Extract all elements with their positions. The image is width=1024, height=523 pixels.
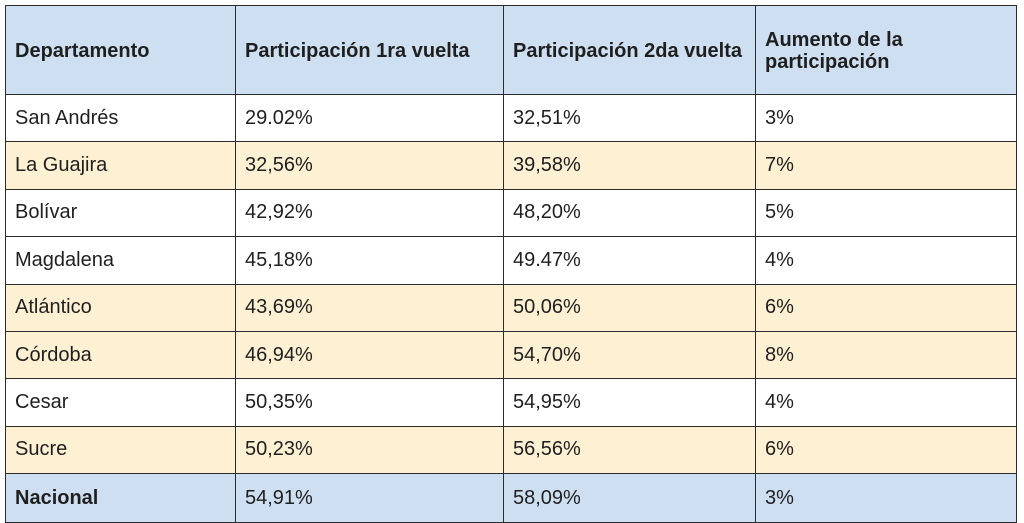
cell-participacion-1ra: 42,92% [235, 188, 504, 238]
cell-participacion-1ra: 50,35% [235, 378, 504, 427]
header-participacion-2da: Participación 2da vuelta [503, 5, 756, 95]
cell-departamento: Nacional [5, 473, 236, 523]
cell-aumento: 6% [755, 283, 1017, 332]
table-row: Córdoba 46,94% 54,70% 8% [5, 330, 1017, 380]
cell-departamento: La Guajira [5, 141, 236, 190]
cell-aumento: 8% [755, 330, 1017, 380]
cell-participacion-2da: 39,58% [503, 141, 756, 190]
cell-participacion-1ra: 45,18% [235, 236, 504, 285]
cell-departamento: Bolívar [5, 188, 236, 238]
cell-participacion-1ra: 43,69% [235, 283, 504, 332]
cell-departamento: Córdoba [5, 330, 236, 380]
cell-aumento: 3% [755, 473, 1017, 523]
cell-participacion-1ra: 50,23% [235, 425, 504, 475]
cell-aumento: 7% [755, 141, 1017, 190]
cell-participacion-2da: 48,20% [503, 188, 756, 238]
table-row: Magdalena 45,18% 49.47% 4% [5, 236, 1017, 285]
cell-departamento: Cesar [5, 378, 236, 427]
table-row: Sucre 50,23% 56,56% 6% [5, 425, 1017, 475]
cell-participacion-1ra: 29.02% [235, 93, 504, 143]
cell-participacion-2da: 58,09% [503, 473, 756, 523]
participation-table-container: Departamento Participación 1ra vuelta Pa… [5, 5, 1017, 523]
cell-aumento: 6% [755, 425, 1017, 475]
table-row: Atlántico 43,69% 50,06% 6% [5, 283, 1017, 332]
table-header-row: Departamento Participación 1ra vuelta Pa… [5, 5, 1017, 95]
table-row: San Andrés 29.02% 32,51% 3% [5, 93, 1017, 143]
table-row: Cesar 50,35% 54,95% 4% [5, 378, 1017, 427]
table-row: Bolívar 42,92% 48,20% 5% [5, 188, 1017, 238]
cell-participacion-1ra: 46,94% [235, 330, 504, 380]
cell-participacion-2da: 32,51% [503, 93, 756, 143]
cell-aumento: 5% [755, 188, 1017, 238]
header-participacion-1ra: Participación 1ra vuelta [235, 5, 504, 95]
cell-participacion-2da: 54,95% [503, 378, 756, 427]
cell-departamento: Atlántico [5, 283, 236, 332]
cell-participacion-1ra: 32,56% [235, 141, 504, 190]
cell-participacion-2da: 50,06% [503, 283, 756, 332]
header-departamento: Departamento [5, 5, 236, 95]
participation-table: Departamento Participación 1ra vuelta Pa… [5, 5, 1017, 523]
cell-participacion-2da: 56,56% [503, 425, 756, 475]
cell-aumento: 4% [755, 378, 1017, 427]
cell-aumento: 4% [755, 236, 1017, 285]
cell-departamento: Sucre [5, 425, 236, 475]
cell-departamento: Magdalena [5, 236, 236, 285]
cell-participacion-1ra: 54,91% [235, 473, 504, 523]
cell-participacion-2da: 54,70% [503, 330, 756, 380]
table-row: La Guajira 32,56% 39,58% 7% [5, 141, 1017, 190]
cell-aumento: 3% [755, 93, 1017, 143]
table-row-total: Nacional 54,91% 58,09% 3% [5, 473, 1017, 523]
header-aumento: Aumento de la participación [755, 5, 1017, 95]
cell-departamento: San Andrés [5, 93, 236, 143]
cell-participacion-2da: 49.47% [503, 236, 756, 285]
